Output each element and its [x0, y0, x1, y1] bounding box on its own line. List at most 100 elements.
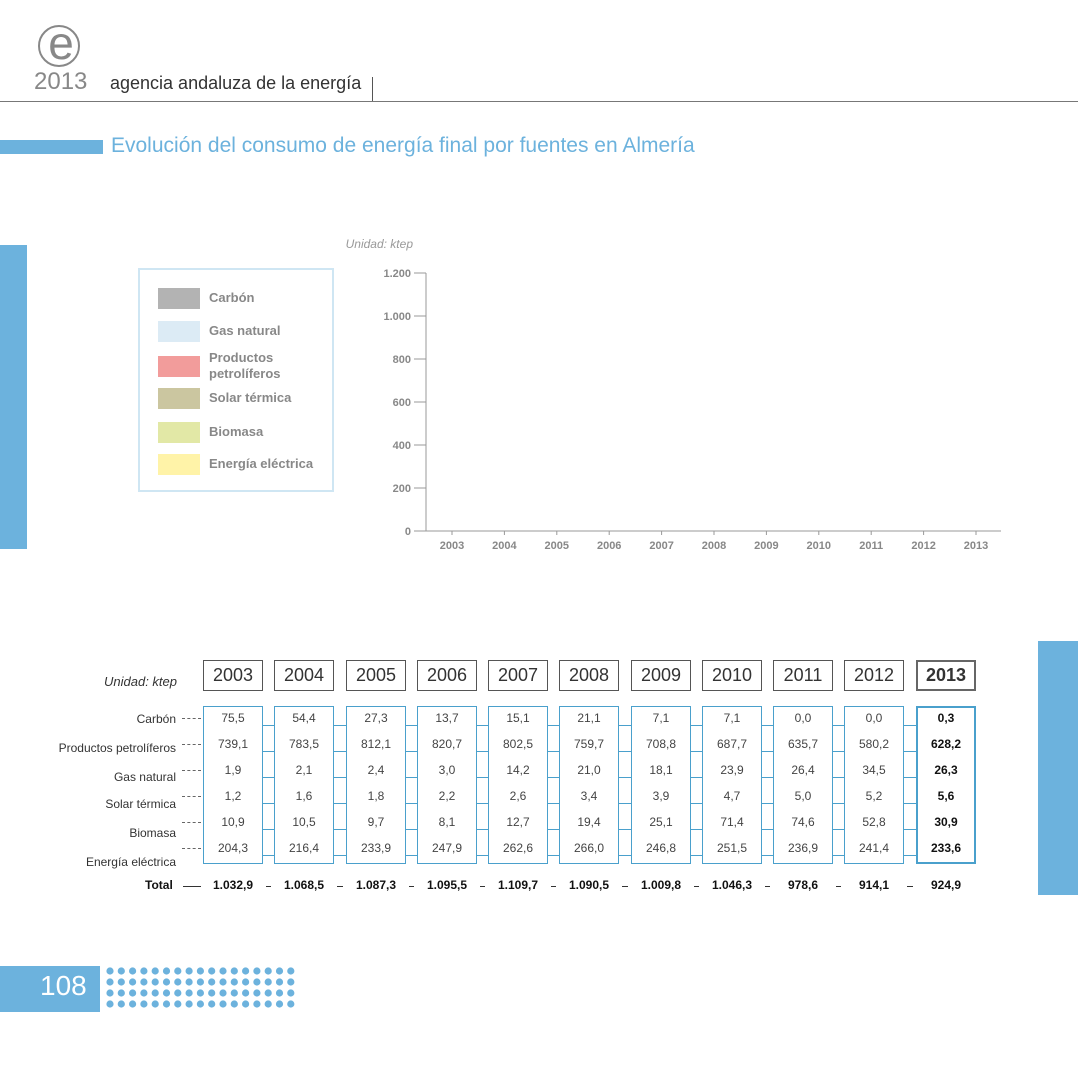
table-cell: 3,4: [580, 789, 598, 803]
row-connector: [691, 855, 702, 856]
decorative-dot: [287, 978, 295, 986]
decorative-dot: [129, 989, 137, 997]
row-connector: [833, 725, 844, 726]
row-connector: [406, 751, 417, 752]
year-column-box: [844, 706, 904, 864]
decorative-dot: [162, 967, 171, 975]
decorative-dot: [129, 978, 137, 986]
x-tick-label: 2011: [859, 540, 883, 552]
decorative-dot: [196, 989, 204, 997]
table-cell: 30,9: [934, 815, 958, 829]
table-cell: 0,0: [865, 711, 883, 725]
total-connector: [694, 886, 699, 887]
legend-swatch: [158, 287, 200, 309]
y-tick-label: 1.200: [383, 268, 411, 280]
year-header-cell: 2008: [559, 660, 619, 691]
row-connector: [833, 855, 844, 856]
total-connector: [765, 886, 770, 887]
row-connector: [477, 751, 488, 752]
decorative-dot: [162, 989, 171, 997]
year-header-cell: 2005: [346, 660, 406, 691]
page-number: 108: [40, 970, 87, 1001]
decorative-dot: [219, 989, 227, 997]
decorative-dot: [264, 978, 272, 986]
row-connector: [334, 777, 346, 778]
legend-item-carbon: Carbón: [158, 283, 329, 313]
decorative-dot: [208, 989, 216, 997]
stacked-bar-chart: Unidad: ktep 0 200 400 600 800 1.000 1.200 2003 2…: [346, 237, 1001, 552]
table-cell: 233,9: [360, 841, 392, 855]
table-cell: 3,0: [438, 763, 456, 777]
decorative-dot: [117, 967, 125, 975]
table-cell: 2,4: [367, 763, 385, 777]
row-connector: [406, 855, 417, 856]
decorative-dot: [162, 978, 171, 986]
x-tick-label: 2006: [597, 540, 621, 552]
year-column-box: [346, 706, 406, 864]
decorative-dot: [219, 1000, 227, 1008]
x-tick-label: 2005: [545, 540, 569, 552]
row-leader-dash: [182, 848, 201, 849]
decorative-dot: [140, 989, 148, 997]
decorative-dot: [151, 967, 159, 975]
table-cell: 204,3: [217, 841, 249, 855]
decorative-dot: [151, 978, 159, 986]
legend-label: Productos petrolíferos: [209, 350, 281, 381]
table-cell: 1,8: [367, 789, 385, 803]
y-tick-label: 600: [393, 397, 411, 409]
row-connector: [762, 725, 773, 726]
legend-swatch: [158, 453, 200, 475]
row-connector: [263, 777, 274, 778]
row-connector: [548, 829, 559, 830]
header-divider: [372, 77, 373, 101]
row-connector: [548, 803, 559, 804]
total-connector: [551, 886, 556, 887]
row-connector: [548, 725, 559, 726]
row-connector: [691, 777, 702, 778]
table-cell: 10,9: [221, 815, 245, 829]
total-cell: 1.046,3: [711, 878, 753, 892]
total-label: Total: [145, 878, 173, 892]
row-connector: [619, 725, 631, 726]
row-connector: [406, 777, 417, 778]
year-header-cell: 2011: [773, 660, 833, 691]
decorative-dot: [230, 989, 238, 997]
decorative-dot: [208, 978, 216, 986]
x-tick-label: 2004: [492, 540, 517, 552]
row-connector: [904, 725, 916, 726]
row-connector: [263, 725, 274, 726]
decorative-dot: [106, 967, 114, 975]
legend-item-energia-electrica: Energía eléctrica: [158, 449, 329, 479]
row-connector: [263, 751, 274, 752]
table-cell: 18,1: [649, 763, 673, 777]
table-cell: 266,0: [573, 841, 605, 855]
table-cell: 635,7: [787, 737, 819, 751]
table-cell: 5,6: [937, 789, 955, 803]
row-connector: [334, 855, 346, 856]
legend-swatch: [158, 320, 200, 342]
table-cell: 5,0: [794, 789, 812, 803]
decorative-dot: [106, 989, 114, 997]
decorative-dot: [264, 1000, 272, 1008]
left-accent-bar: [0, 245, 27, 549]
table-cell: 580,2: [858, 737, 890, 751]
year-column-box: [417, 706, 477, 864]
table-cell: 628,2: [930, 737, 962, 751]
table-cell: 262,6: [502, 841, 534, 855]
decorative-dot: [196, 1000, 204, 1008]
page-number-box: [0, 966, 100, 1012]
table-cell: 236,9: [787, 841, 819, 855]
year-column-box: [702, 706, 762, 864]
table-cell: 12,7: [506, 815, 530, 829]
year-header-cell: 2003: [203, 660, 263, 691]
decorative-dot: [185, 1000, 193, 1008]
decorative-dot: [140, 978, 148, 986]
legend-item-gas-natural: Gas natural: [158, 316, 329, 346]
x-tick-label: 2012: [911, 540, 935, 552]
decorative-dot: [230, 1000, 238, 1008]
total-connector: [480, 886, 485, 887]
row-connector: [762, 829, 773, 830]
year-column-box: [488, 706, 548, 864]
row-connector: [263, 855, 274, 856]
row-connector: [691, 751, 702, 752]
